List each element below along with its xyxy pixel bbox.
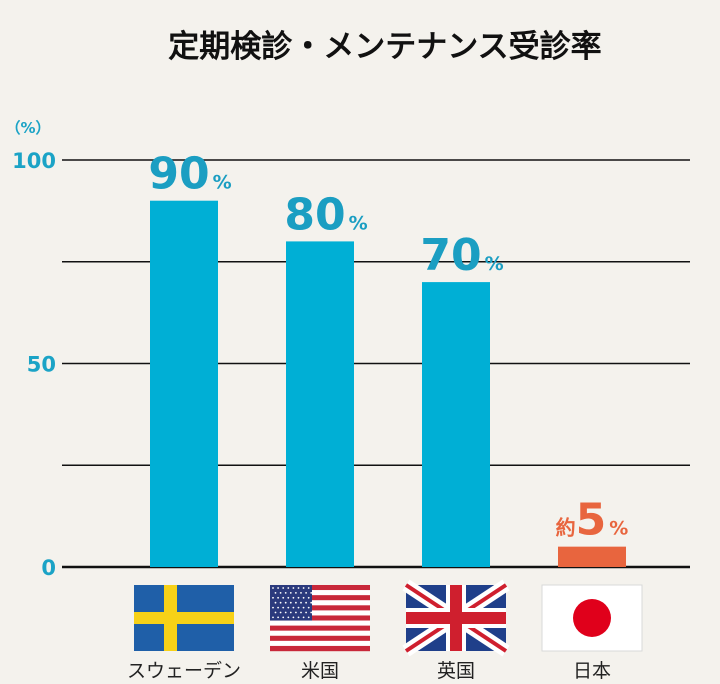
bar (150, 200, 218, 567)
data-label: 90% (148, 149, 231, 200)
y-tick-label: 100 (12, 149, 56, 173)
data-label: 約5% (556, 495, 629, 546)
category-label: 日本 (573, 660, 611, 682)
category-label: 米国 (301, 660, 339, 682)
y-tick-label: 0 (41, 556, 56, 580)
category-label: スウェーデン (127, 660, 241, 682)
sweden-flag-icon (134, 585, 234, 651)
bar (558, 546, 626, 567)
category-label: 英国 (437, 660, 475, 682)
bar (422, 282, 490, 567)
bar (286, 241, 354, 567)
usa-flag-icon (270, 585, 370, 652)
uk-flag-icon (402, 579, 510, 657)
chart-title: 定期検診・メンテナンス受診率 (168, 29, 601, 65)
y-unit-label: （%） (5, 119, 50, 137)
y-tick-label: 50 (27, 353, 56, 377)
japan-flag-icon (541, 584, 643, 652)
data-label: 70% (420, 230, 503, 281)
data-label: 80% (284, 189, 367, 240)
